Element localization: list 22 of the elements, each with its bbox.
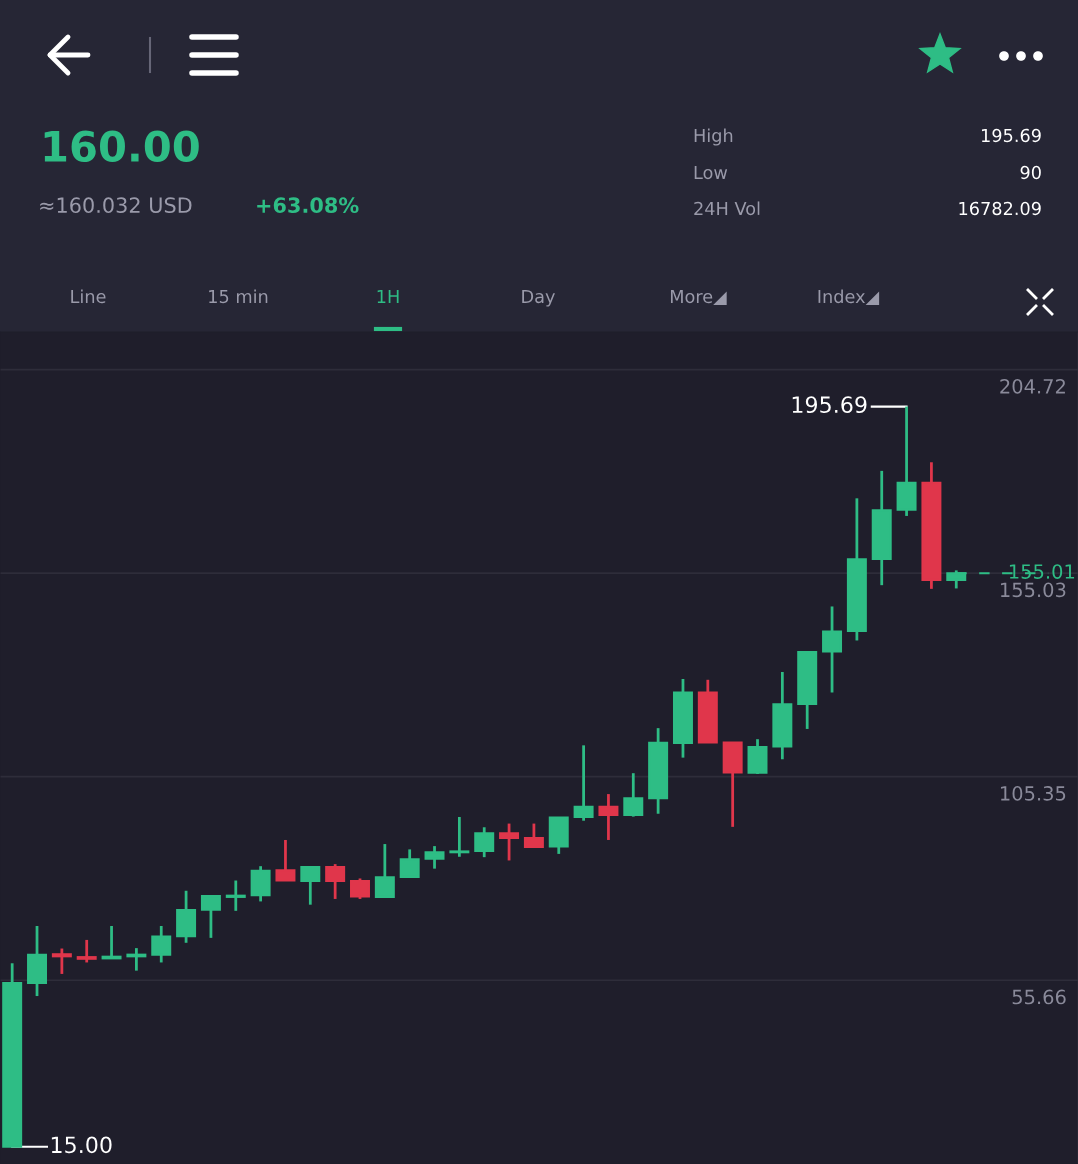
text: Line [71,289,106,304]
y-tick-label: 204.72 [1000,378,1065,394]
text: 24H Vol [694,201,760,216]
annotation: 15.00 [51,1136,112,1154]
annotation: 195.69 [792,396,867,414]
text: 90 [1020,165,1041,180]
text: 1H [377,289,399,303]
text: Low [694,165,728,180]
y-tick-label: 155.03 [1000,582,1066,598]
text: +63.08% [257,197,359,214]
text: 16782.09 [959,201,1041,216]
text: Index◢ [818,289,880,306]
text: Day [522,289,555,307]
y-tick-label: 105.35 [1000,786,1066,801]
y-tick-label: 55.66 [1012,989,1066,1005]
text: 15 min [209,289,268,304]
text: 160.00 [44,130,199,163]
ref-line-label: 155.01 [1009,564,1075,579]
text: More◢ [670,289,727,306]
text: 195.69 [981,128,1041,143]
text: High [694,128,733,146]
text: ≈160.032 USD [40,197,192,214]
